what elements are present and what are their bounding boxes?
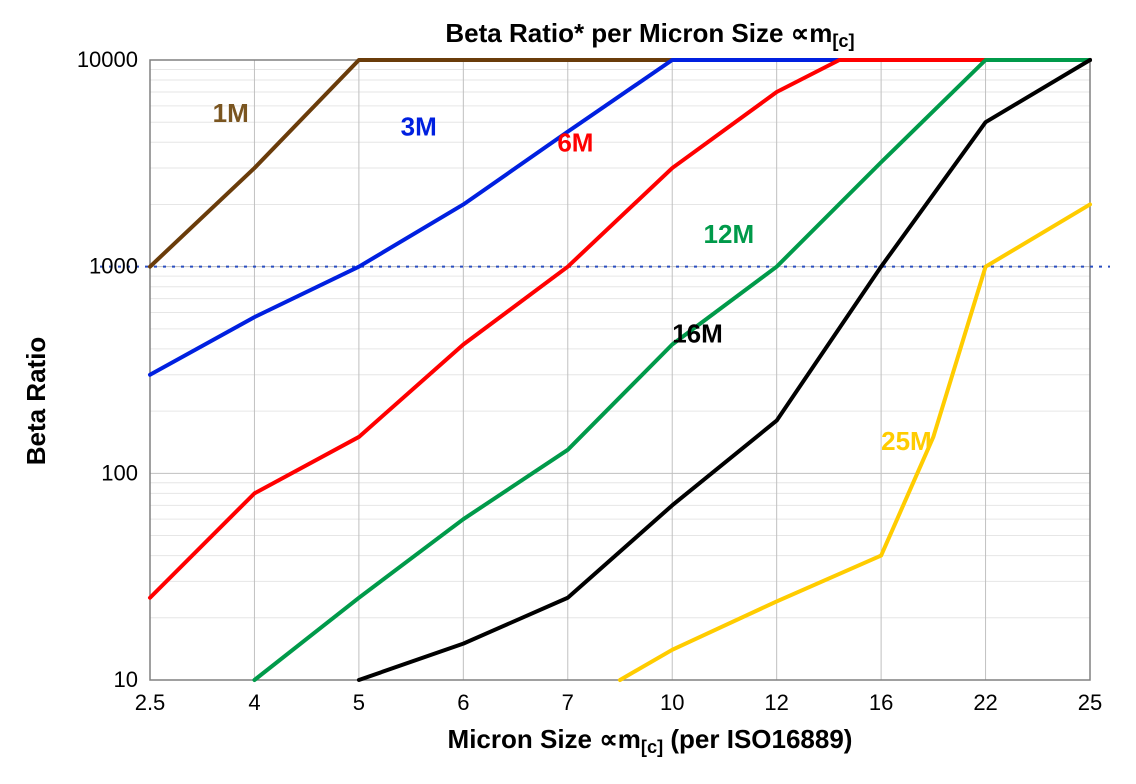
series-label: 16M	[672, 318, 723, 348]
x-tick-label: 2.5	[135, 690, 166, 715]
series-label: 25M	[881, 426, 932, 456]
series-label: 3M	[401, 112, 437, 142]
x-tick-label: 12	[764, 690, 788, 715]
series-label: 1M	[213, 98, 249, 128]
chart-container: 1M 3M 6M 12M 16M 25M 10 100 1000 10000 2.5 4 5 6 7 10 12…	[0, 0, 1136, 784]
x-tick-label: 10	[660, 690, 684, 715]
chart-title: Beta Ratio* per Micron Size ∝m[c]	[445, 18, 854, 51]
series-label: 6M	[557, 128, 593, 158]
x-tick-label: 7	[562, 690, 574, 715]
y-tick-label: 1000	[89, 254, 138, 279]
y-tick-label: 100	[101, 460, 138, 485]
x-tick-label: 16	[869, 690, 893, 715]
beta-ratio-chart: 1M 3M 6M 12M 16M 25M 10 100 1000 10000 2.5 4 5 6 7 10 12…	[0, 0, 1136, 784]
x-tick-label: 5	[353, 690, 365, 715]
x-tick-label: 22	[973, 690, 997, 715]
y-tick-label: 10	[114, 667, 138, 692]
y-axis-label: Beta Ratio	[21, 337, 51, 466]
x-tick-label: 6	[457, 690, 469, 715]
x-axis-label: Micron Size ∝m[c] (per ISO16889)	[448, 724, 853, 757]
x-tick-label: 25	[1078, 690, 1102, 715]
x-tick-label: 4	[248, 690, 260, 715]
series-label: 12M	[704, 219, 755, 249]
plot-background	[150, 60, 1090, 680]
y-tick-label: 10000	[77, 47, 138, 72]
